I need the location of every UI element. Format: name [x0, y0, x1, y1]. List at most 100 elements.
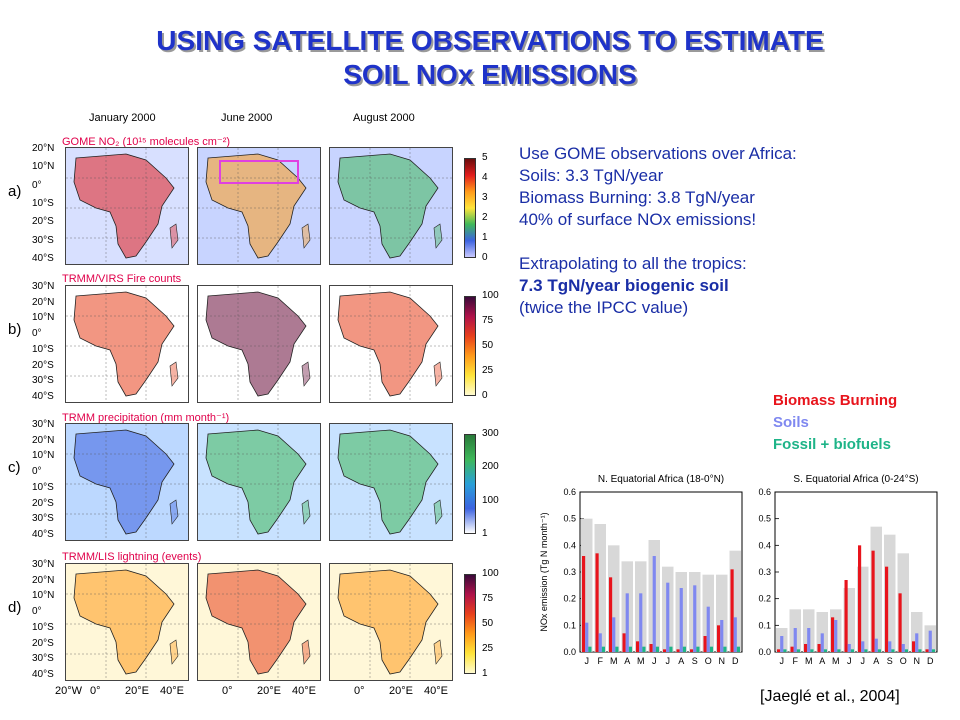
colorbar	[464, 296, 476, 396]
x-tick-label: O	[705, 656, 712, 666]
map-section-title: TRMM/VIRS Fire counts	[62, 273, 182, 285]
plot-frame	[774, 491, 938, 653]
bar-biomass	[844, 580, 848, 652]
summary-line-3: Biomass Burning: 3.8 TgN/year	[519, 188, 755, 207]
legend-biomass: Biomass Burning	[773, 392, 898, 409]
bar-biomass	[663, 649, 667, 652]
latitude-label: 10°N	[32, 450, 55, 462]
latitude-label: 20°N	[32, 143, 55, 154]
map-panel	[65, 563, 189, 681]
x-tick-label: D	[927, 656, 934, 666]
bar-fossil	[823, 649, 827, 652]
bar-biomass	[790, 646, 794, 652]
colorbar-tick: 0	[482, 390, 488, 401]
bar-soils	[639, 593, 643, 652]
bar-fossil	[669, 646, 673, 652]
bar-biomass	[582, 556, 586, 652]
bar-charts: N. Equatorial Africa (18-0°N) 0.0 0.1 0.2 0.…	[539, 474, 938, 666]
bar-total	[608, 545, 620, 652]
bar-biomass	[777, 649, 781, 652]
x-tick-label: S	[887, 656, 893, 666]
map-panel-grid: January 2000 June 2000 August 2000 a) GOME N…	[0, 100, 499, 720]
latitude-label: 20°N	[32, 574, 55, 586]
y-tick-label: 0.2	[563, 594, 576, 604]
bar-fossil	[601, 646, 605, 652]
longitude-label: 40°E	[424, 685, 448, 697]
y-tick-label: 0.5	[758, 514, 771, 524]
map-row-label: a)	[8, 183, 22, 200]
summary-line-2: Soils: 3.3 TgN/year	[519, 166, 664, 185]
x-tick-label: J	[780, 656, 785, 666]
bar-biomass	[703, 636, 707, 652]
bar-biomass	[817, 644, 821, 652]
bar-soils	[861, 641, 865, 652]
slide-title: USING SATELLITE OBSERVATIONS TO ESTIMATE…	[60, 24, 920, 92]
title-line-1: USING SATELLITE OBSERVATIONS TO ESTIMATE	[156, 25, 824, 56]
citation: [Jaeglé et al., 2004]	[760, 688, 900, 705]
latitude-label: 20°S	[32, 359, 54, 371]
bar-total	[729, 550, 741, 652]
y-tick-label: 0.2	[758, 594, 771, 604]
bar-fossil	[723, 646, 727, 652]
map-panel	[329, 563, 453, 681]
bar-biomass	[595, 553, 599, 652]
africa-map-icon	[330, 424, 452, 540]
bar-fossil	[931, 649, 935, 652]
bar-fossil	[796, 649, 800, 652]
bar-fossil	[642, 646, 646, 652]
bar-biomass	[885, 566, 889, 652]
bar-biomass	[609, 577, 613, 652]
latitude-label: 20°S	[32, 637, 54, 649]
map-panel	[65, 423, 189, 541]
colorbar	[464, 158, 476, 258]
bar-fossil	[877, 649, 881, 652]
colorbar-tick: 0	[482, 252, 488, 263]
colorbar	[464, 574, 476, 674]
africa-map-icon	[66, 424, 188, 540]
x-tick-label: J	[861, 656, 866, 666]
africa-map-icon	[66, 148, 188, 264]
bar-total	[911, 612, 923, 652]
longitude-label: 40°E	[292, 685, 316, 697]
bar-fossil	[588, 646, 592, 652]
summary-line-7: (twice the IPCC value)	[519, 298, 689, 317]
bar-soils	[652, 556, 656, 652]
bar-soils	[666, 582, 670, 652]
bar-fossil	[837, 649, 841, 652]
map-column-header: June 2000	[221, 112, 273, 124]
colorbar-tick: 25	[482, 365, 494, 376]
colorbar-tick: 100	[482, 290, 499, 301]
x-tick-label: S	[692, 656, 698, 666]
map-row-label: d)	[8, 599, 22, 616]
chart-title: S. Equatorial Africa (0-24°S)	[793, 474, 918, 485]
title-line-2: SOIL NOx EMISSIONS	[343, 59, 637, 90]
map-panel	[329, 285, 453, 403]
bar-biomass	[858, 545, 862, 652]
bar-fossil	[709, 646, 713, 652]
colorbar-tick: 200	[482, 461, 499, 473]
y-axis-label: NOx emission (Tg N month⁻¹)	[539, 512, 549, 631]
x-tick-label: N	[914, 656, 921, 666]
x-tick-label: J	[847, 656, 852, 666]
colorbar-tick: 1	[482, 232, 488, 243]
x-tick-label: J	[585, 656, 590, 666]
latitude-label: 20°S	[32, 216, 54, 228]
map-panel	[197, 563, 321, 681]
y-tick-label: 0.3	[758, 567, 771, 577]
bar-fossil	[918, 649, 922, 652]
bar-soils	[780, 636, 784, 652]
chart-title: N. Equatorial Africa (18-0°N)	[598, 474, 724, 485]
bar-biomass	[649, 644, 653, 652]
latitude-label: 30°N	[32, 419, 55, 430]
x-tick-label: O	[900, 656, 907, 666]
longitude-label: 20°E	[125, 685, 149, 697]
latitude-label: 30°S	[32, 375, 54, 387]
summary-line-5: Extrapolating to all the tropics:	[519, 254, 747, 273]
bar-soils	[888, 641, 892, 652]
x-tick-label: A	[624, 656, 630, 666]
map-panel	[65, 285, 189, 403]
bar-soils	[598, 633, 602, 652]
map-column-header: August 2000	[353, 112, 415, 124]
latitude-label: 40°S	[32, 529, 54, 540]
bar-total	[884, 534, 896, 652]
